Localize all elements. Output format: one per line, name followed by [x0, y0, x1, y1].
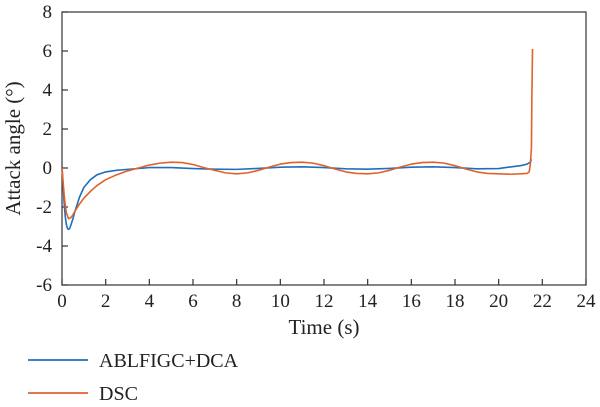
y-tick-label: 0 — [43, 158, 53, 179]
y-tick-label: 6 — [43, 41, 53, 62]
y-tick-label: -4 — [36, 236, 52, 257]
x-tick-label: 4 — [145, 291, 155, 312]
y-tick-label: 4 — [43, 80, 53, 101]
x-tick-label: 24 — [577, 291, 597, 312]
legend-label: ABLFIGC+DCA — [99, 350, 239, 372]
series-line-dsc — [61, 49, 534, 220]
x-tick-label: 16 — [402, 291, 421, 312]
x-tick-label: 2 — [101, 291, 111, 312]
x-tick-label: 0 — [57, 291, 67, 312]
x-tick-label: 22 — [533, 291, 552, 312]
x-tick-label: 8 — [232, 291, 242, 312]
y-tick-label: -6 — [36, 275, 52, 296]
x-tick-label: 12 — [315, 291, 334, 312]
x-tick-label: 14 — [358, 291, 378, 312]
plot-series — [61, 49, 534, 231]
x-tick-label: 18 — [446, 291, 465, 312]
x-tick-label: 20 — [489, 291, 508, 312]
x-axis-ticks: 0 2 4 6 8 10 12 14 16 18 20 22 24 — [57, 279, 596, 312]
x-axis-label: Time (s) — [289, 315, 360, 339]
y-tick-label: 8 — [43, 2, 53, 23]
y-axis-label: Attack angle (°) — [1, 81, 25, 215]
y-tick-label: -2 — [36, 197, 52, 218]
y-axis-ticks: -6 -4 -2 0 2 4 6 8 — [36, 2, 68, 296]
legend-label: DSC — [99, 383, 138, 405]
x-tick-label: 6 — [188, 291, 198, 312]
plot-frame — [61, 11, 587, 286]
x-tick-label: 10 — [271, 291, 290, 312]
legend: ABLFIGC+DCA DSC — [28, 350, 239, 405]
y-tick-label: 2 — [43, 119, 53, 140]
